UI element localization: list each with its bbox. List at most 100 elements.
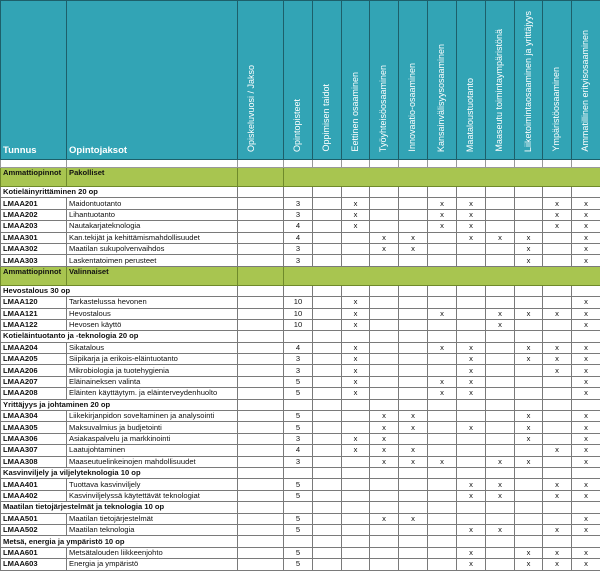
- course-row: LMAA304 Liikekirjanpidon soveltaminen ja …: [0, 410, 600, 423]
- competence-mark: x: [571, 489, 600, 503]
- competence-mark: [312, 478, 342, 491]
- competence-mark: x: [456, 231, 486, 244]
- section-fill: [283, 265, 600, 286]
- course-code: LMAA305: [0, 421, 67, 434]
- credits-cell: 10: [283, 296, 313, 309]
- competence-mark: x: [514, 455, 543, 469]
- competence-mark: x: [571, 410, 600, 423]
- competence-mark: [485, 421, 515, 434]
- empty-cell: [571, 398, 600, 412]
- competence-mark: [514, 318, 543, 332]
- competence-mark: [341, 455, 370, 469]
- year-cell: [237, 242, 284, 256]
- group-row: Kotieläinyrittäminen 20 op: [0, 185, 600, 199]
- competence-mark: [398, 208, 428, 222]
- competence-mark: x: [398, 410, 428, 423]
- competence-mark: x: [514, 242, 543, 256]
- header-col-11: Ammatillinen erityisosaaminen: [571, 0, 600, 160]
- competence-mark: [456, 512, 486, 525]
- competence-mark: x: [571, 546, 600, 560]
- competence-mark: [341, 489, 370, 503]
- course-row: LMAA202 Lihantuotanto 3 x x x x x: [0, 208, 600, 222]
- competence-mark: x: [514, 558, 543, 571]
- competence-mark: [542, 254, 572, 267]
- year-cell: [237, 254, 284, 267]
- credits-cell: 10: [283, 318, 313, 332]
- competence-mark: [312, 387, 342, 400]
- competence-mark: [485, 353, 515, 366]
- empty-cell: [571, 501, 600, 514]
- course-row: LMAA501 Maatilan tietojärjestelmät 5 x x x: [0, 512, 600, 525]
- empty-cell: [427, 185, 457, 199]
- header-col-2: Oppimisen taidot: [312, 0, 342, 160]
- course-code: LMAA122: [0, 318, 67, 332]
- competence-mark: [369, 197, 399, 210]
- empty-cell: [514, 501, 543, 514]
- empty-cell: [398, 535, 428, 548]
- empty-cell: [237, 398, 284, 412]
- competence-mark: x: [398, 231, 428, 244]
- competence-mark: [341, 523, 370, 537]
- empty-cell: [0, 159, 67, 168]
- competence-mark: x: [398, 444, 428, 457]
- credits-cell: 3: [283, 197, 313, 210]
- group-label: Metsä, energia ja ympäristö 10 op: [0, 535, 238, 548]
- competence-mark: [485, 444, 515, 457]
- group-label: Maatilan tietojärjestelmät ja teknologia…: [0, 501, 238, 514]
- credits-cell: 5: [283, 410, 313, 423]
- competence-mark: [485, 296, 515, 309]
- empty-cell: [312, 398, 342, 412]
- empty-cell: [312, 330, 342, 343]
- credits-cell: 3: [283, 455, 313, 469]
- competence-mark: [542, 318, 572, 332]
- competence-mark: x: [341, 353, 370, 366]
- competence-mark: x: [456, 387, 486, 400]
- competence-mark: [542, 387, 572, 400]
- competence-mark: x: [456, 375, 486, 389]
- empty-cell: [283, 185, 313, 199]
- competence-mark: [312, 432, 342, 446]
- course-row: LMAA204 Sikatalous 4 x x x x x x: [0, 341, 600, 355]
- competence-mark: [312, 341, 342, 355]
- competence-mark: [369, 364, 399, 377]
- header-label: Maataloustuotanto: [465, 77, 475, 152]
- competence-mark: [369, 254, 399, 267]
- empty-cell: [237, 535, 284, 548]
- empty-cell: [542, 159, 572, 168]
- competence-mark: x: [514, 341, 543, 355]
- empty-cell: [312, 185, 342, 199]
- year-cell: [237, 410, 284, 423]
- competence-mark: [456, 296, 486, 309]
- empty-cell: [485, 398, 515, 412]
- competence-mark: [514, 220, 543, 233]
- competence-mark: x: [427, 208, 457, 222]
- competence-mark: [514, 523, 543, 537]
- year-cell: [237, 523, 284, 537]
- empty-cell: [312, 535, 342, 548]
- competence-mark: [312, 242, 342, 256]
- header-label: Maaseutu toimintaympäristönä: [494, 29, 504, 152]
- course-name: Siipikarja ja erikois-eläintuotanto: [66, 353, 238, 366]
- competence-mark: [398, 307, 428, 320]
- course-row: LMAA305 Maksuvalmius ja budjetointi 5 x x x x x: [0, 421, 600, 434]
- credits-cell: 5: [283, 489, 313, 503]
- year-cell: [237, 307, 284, 320]
- empty-cell: [398, 185, 428, 199]
- empty-cell: [341, 466, 370, 480]
- group-label: Hevostalous 30 op: [0, 284, 238, 298]
- empty-cell: [341, 284, 370, 298]
- competence-mark: x: [571, 512, 600, 525]
- competence-mark: x: [369, 432, 399, 446]
- group-label: Kasvinviljely ja viljelyteknologia 10 op: [0, 466, 238, 480]
- header-label: Liiketoimintaosaaminen ja yrittäjyys: [523, 10, 533, 152]
- course-name: Energia ja ympäristö: [66, 558, 238, 571]
- competence-mark: [427, 432, 457, 446]
- competence-mark: [369, 318, 399, 332]
- competence-mark: [485, 410, 515, 423]
- course-row: LMAA308 Maaseutuelinkeinojen mahdollisuud…: [0, 455, 600, 469]
- competence-mark: [341, 231, 370, 244]
- competence-mark: x: [571, 375, 600, 389]
- course-code: LMAA601: [0, 546, 67, 560]
- empty-cell: [485, 535, 515, 548]
- competence-mark: [427, 242, 457, 256]
